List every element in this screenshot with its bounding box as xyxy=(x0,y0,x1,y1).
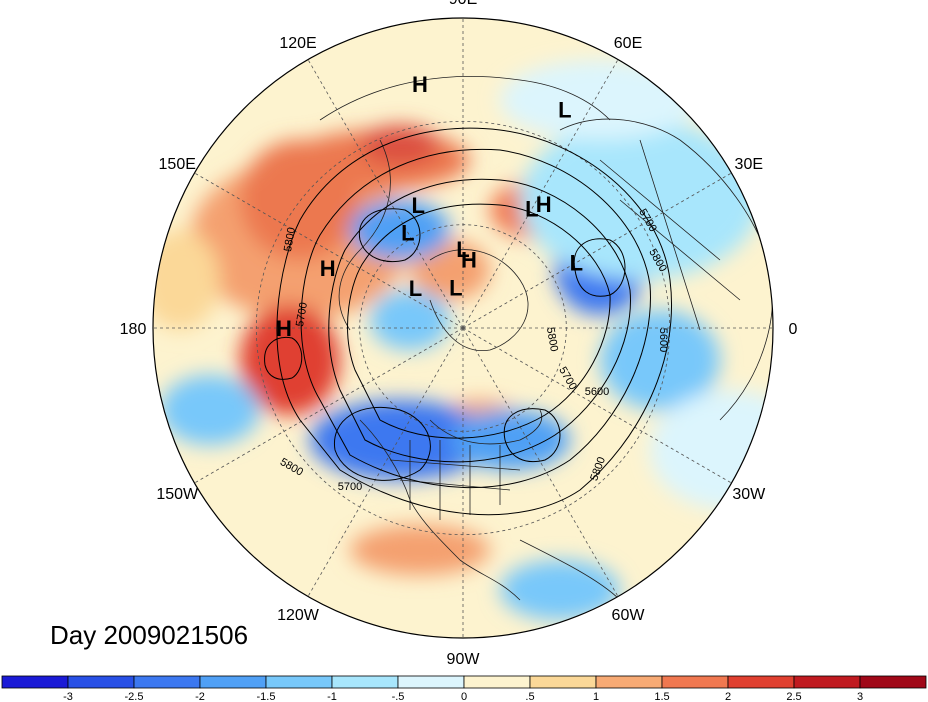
contour-label: 5700 xyxy=(294,301,310,327)
low-pressure-label: L xyxy=(449,275,462,300)
low-pressure-label: L xyxy=(456,237,469,262)
colorbar-bin xyxy=(397,675,465,689)
longitude-labels: 90E 60E 30E 0 30W 60W 90W 120W 150W 180 150E 120E xyxy=(120,0,798,668)
lon-label: 60W xyxy=(612,607,646,624)
colorbar-tick-label: 2.5 xyxy=(786,691,801,702)
colorbar-bin xyxy=(727,675,795,689)
lon-label: 0 xyxy=(789,321,798,338)
low-pressure-label: L xyxy=(412,193,425,218)
colorbar-tick-label: 3 xyxy=(857,691,863,702)
lon-label: 90W xyxy=(447,651,481,668)
lon-label: 60E xyxy=(614,35,642,52)
colorbar-bin xyxy=(1,675,69,689)
colorbar-bin xyxy=(661,675,729,689)
height-contours xyxy=(264,127,672,516)
colorbar-bin xyxy=(133,675,201,689)
map-boundary xyxy=(152,17,774,639)
low-pressure-label: L xyxy=(409,276,422,301)
colorbar-bin xyxy=(199,675,267,689)
lon-label: 120W xyxy=(277,607,320,624)
colorbar-bin xyxy=(265,675,333,689)
colorbar-tick-label: 0 xyxy=(461,691,467,702)
colorbar-bin xyxy=(859,675,927,689)
contour-label: 5600 xyxy=(585,386,609,398)
lon-label: 30W xyxy=(732,486,766,503)
lon-label: 150E xyxy=(159,156,196,173)
colorbar-bin xyxy=(463,675,531,689)
colorbar-tick-label: .5 xyxy=(525,691,534,702)
colorbar-tick-label: 2 xyxy=(725,691,731,702)
contour-label: 5800 xyxy=(282,226,298,252)
colorbar-tick-label: -.5 xyxy=(392,691,405,702)
colorbar-bin xyxy=(331,675,399,689)
lon-label: 90E xyxy=(449,0,477,8)
latlon-grid xyxy=(153,18,773,638)
lon-label: 120E xyxy=(279,35,316,52)
colorbar-tick-label: 1.5 xyxy=(654,691,669,702)
high-pressure-label: H xyxy=(412,72,428,97)
lon-label: 150W xyxy=(156,486,199,503)
low-pressure-label: L xyxy=(558,97,571,122)
coastlines xyxy=(319,76,773,601)
low-pressure-label: L xyxy=(570,251,583,276)
low-pressure-label: L xyxy=(401,221,414,246)
colorbar-bin xyxy=(595,675,663,689)
colorbar-bin xyxy=(793,675,861,689)
anomaly-shading xyxy=(153,18,773,638)
colorbar-tick-label: -2 xyxy=(195,691,205,702)
colorbar: -3 -2.5 -2 -1.5 -1 -.5 0 .5 1 1.5 2 2.5 3 xyxy=(1,675,927,702)
contour-label: 5700 xyxy=(338,481,362,493)
lon-label: 30E xyxy=(735,156,763,173)
colorbar-tick-label: 1 xyxy=(593,691,599,702)
high-pressure-label: H xyxy=(461,247,477,272)
lon-label: 180 xyxy=(120,321,147,338)
colorbar-tick-label: -3 xyxy=(63,691,73,702)
low-pressure-label: L xyxy=(525,197,538,222)
colorbar-tick-label: -1.5 xyxy=(257,691,276,702)
contour-label: 5800 xyxy=(544,326,560,352)
high-pressure-label: H xyxy=(276,316,292,341)
colorbar-tick-label: -2.5 xyxy=(125,691,144,702)
contour-label: 5600 xyxy=(657,328,669,352)
colorbar-bin xyxy=(529,675,597,689)
colorbar-tick-label: -1 xyxy=(327,691,337,702)
high-pressure-label: H xyxy=(320,256,336,281)
day-label: Day 2009021506 xyxy=(50,620,249,650)
high-pressure-label: H xyxy=(536,192,552,217)
colorbar-bin xyxy=(67,675,135,689)
